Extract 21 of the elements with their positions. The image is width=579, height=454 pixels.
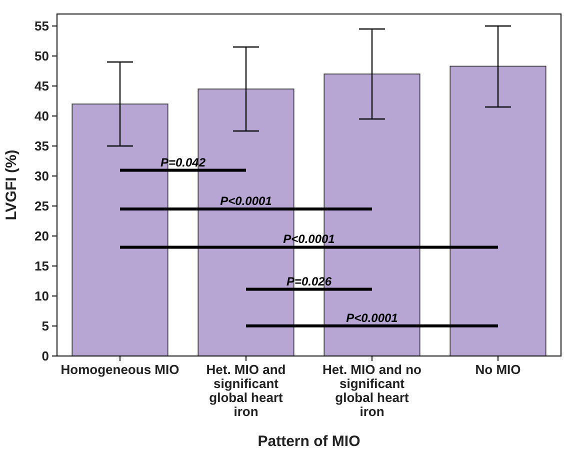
y-tick-label: 35 <box>34 138 49 154</box>
y-tick-label: 25 <box>34 198 49 214</box>
x-axis-title: Pattern of MIO <box>258 433 361 450</box>
y-tick-label: 30 <box>34 168 49 184</box>
y-tick-label: 40 <box>34 108 49 124</box>
y-tick-label: 15 <box>34 258 49 274</box>
x-tick-label: Homogeneous MIO <box>60 362 180 377</box>
annotation: P<0.0001 <box>220 194 272 208</box>
y-tick-label: 50 <box>34 48 49 64</box>
y-tick-label: 45 <box>34 78 49 94</box>
x-tick-label: Het. MIO and no significant global heart iron <box>322 362 422 419</box>
y-tick-label: 5 <box>42 318 49 334</box>
x-tick-label: Het. MIO and significant global heart iron <box>206 362 286 419</box>
y-tick-label: 20 <box>34 228 49 244</box>
y-tick-label: 0 <box>42 348 49 364</box>
y-axis-title: LVGFI (%) <box>3 150 20 220</box>
y-tick-label: 10 <box>34 288 49 304</box>
annotation: P<0.0001 <box>346 310 398 325</box>
y-tick-label: 55 <box>34 18 49 34</box>
x-tick-label: No MIO <box>475 362 521 377</box>
bar <box>450 66 546 356</box>
